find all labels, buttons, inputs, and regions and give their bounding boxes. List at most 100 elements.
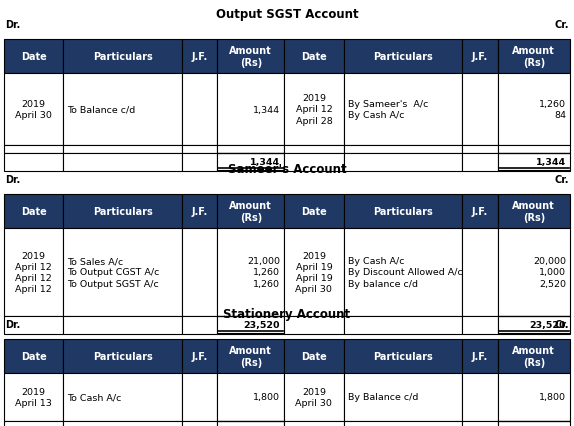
Bar: [218, 421, 284, 426]
Text: Dr.: Dr.: [5, 20, 20, 30]
Bar: [64, 40, 183, 74]
Bar: [344, 228, 463, 316]
Bar: [284, 195, 344, 228]
Bar: [498, 146, 570, 154]
Bar: [4, 421, 64, 426]
Bar: [498, 195, 570, 228]
Text: Amount
(Rs): Amount (Rs): [513, 345, 555, 367]
Text: Particulars: Particulars: [373, 351, 433, 361]
Bar: [183, 228, 218, 316]
Text: J.F.: J.F.: [192, 207, 208, 216]
Bar: [344, 421, 463, 426]
Bar: [344, 154, 463, 172]
Text: 1,344: 1,344: [250, 158, 280, 167]
Bar: [183, 74, 218, 146]
Text: Particulars: Particulars: [93, 52, 153, 62]
Text: 1,800: 1,800: [253, 393, 280, 402]
Text: 2019
April 12
April 12
April 12: 2019 April 12 April 12 April 12: [15, 251, 52, 294]
Bar: [284, 154, 344, 172]
Text: J.F.: J.F.: [472, 207, 488, 216]
Text: J.F.: J.F.: [472, 52, 488, 62]
Bar: [284, 421, 344, 426]
Text: Date: Date: [301, 207, 327, 216]
Bar: [4, 146, 64, 154]
Bar: [218, 373, 284, 421]
Text: Amount
(Rs): Amount (Rs): [230, 200, 272, 223]
Text: By Cash A/c
By Discount Allowed A/c
By balance c/d: By Cash A/c By Discount Allowed A/c By b…: [348, 257, 462, 288]
Text: Dr.: Dr.: [5, 175, 20, 184]
Bar: [4, 228, 64, 316]
Bar: [463, 339, 498, 373]
Bar: [183, 195, 218, 228]
Bar: [284, 40, 344, 74]
Bar: [344, 195, 463, 228]
Text: 20,000
1,000
2,520: 20,000 1,000 2,520: [533, 257, 566, 288]
Text: Cr.: Cr.: [554, 319, 569, 329]
Text: To Cash A/c: To Cash A/c: [67, 393, 122, 402]
Bar: [4, 154, 64, 172]
Bar: [4, 74, 64, 146]
Bar: [64, 339, 183, 373]
Text: Amount
(Rs): Amount (Rs): [513, 200, 555, 223]
Text: 23,520: 23,520: [244, 321, 280, 330]
Text: By Balance c/d: By Balance c/d: [348, 393, 418, 402]
Text: Amount
(Rs): Amount (Rs): [230, 46, 272, 68]
Bar: [218, 316, 284, 334]
Bar: [284, 74, 344, 146]
Bar: [344, 40, 463, 74]
Text: 2019
April 30: 2019 April 30: [296, 387, 332, 407]
Bar: [218, 40, 284, 74]
Text: Date: Date: [21, 52, 46, 62]
Bar: [284, 146, 344, 154]
Bar: [498, 316, 570, 334]
Bar: [463, 40, 498, 74]
Bar: [64, 74, 183, 146]
Bar: [344, 339, 463, 373]
Bar: [344, 373, 463, 421]
Bar: [498, 339, 570, 373]
Bar: [498, 74, 570, 146]
Bar: [218, 154, 284, 172]
Text: 23,520: 23,520: [529, 321, 566, 330]
Bar: [463, 74, 498, 146]
Text: Date: Date: [301, 351, 327, 361]
Bar: [4, 195, 64, 228]
Bar: [4, 40, 64, 74]
Bar: [284, 339, 344, 373]
Bar: [64, 195, 183, 228]
Text: Date: Date: [21, 351, 46, 361]
Bar: [183, 316, 218, 334]
Bar: [64, 228, 183, 316]
Bar: [183, 146, 218, 154]
Text: 2019
April 12
April 28: 2019 April 12 April 28: [296, 94, 332, 125]
Bar: [284, 228, 344, 316]
Text: 1,344: 1,344: [253, 105, 280, 114]
Text: Particulars: Particulars: [93, 207, 153, 216]
Text: 1,260
84: 1,260 84: [539, 100, 566, 120]
Bar: [498, 373, 570, 421]
Bar: [284, 316, 344, 334]
Bar: [463, 421, 498, 426]
Bar: [344, 74, 463, 146]
Text: 1,344: 1,344: [536, 158, 566, 167]
Text: 2019
April 30: 2019 April 30: [15, 100, 52, 120]
Text: 2019
April 13: 2019 April 13: [15, 387, 52, 407]
Text: 2019
April 19
April 19
April 30: 2019 April 19 April 19 April 30: [296, 251, 332, 294]
Text: Date: Date: [301, 52, 327, 62]
Bar: [218, 195, 284, 228]
Text: Cr.: Cr.: [554, 20, 569, 30]
Bar: [4, 339, 64, 373]
Bar: [183, 421, 218, 426]
Bar: [183, 373, 218, 421]
Text: To Balance c/d: To Balance c/d: [67, 105, 135, 114]
Text: Particulars: Particulars: [373, 52, 433, 62]
Bar: [218, 228, 284, 316]
Bar: [498, 421, 570, 426]
Bar: [498, 154, 570, 172]
Bar: [463, 228, 498, 316]
Bar: [463, 195, 498, 228]
Text: Amount
(Rs): Amount (Rs): [230, 345, 272, 367]
Text: Cr.: Cr.: [554, 175, 569, 184]
Text: By Sameer's  A/c
By Cash A/c: By Sameer's A/c By Cash A/c: [348, 100, 428, 120]
Bar: [64, 421, 183, 426]
